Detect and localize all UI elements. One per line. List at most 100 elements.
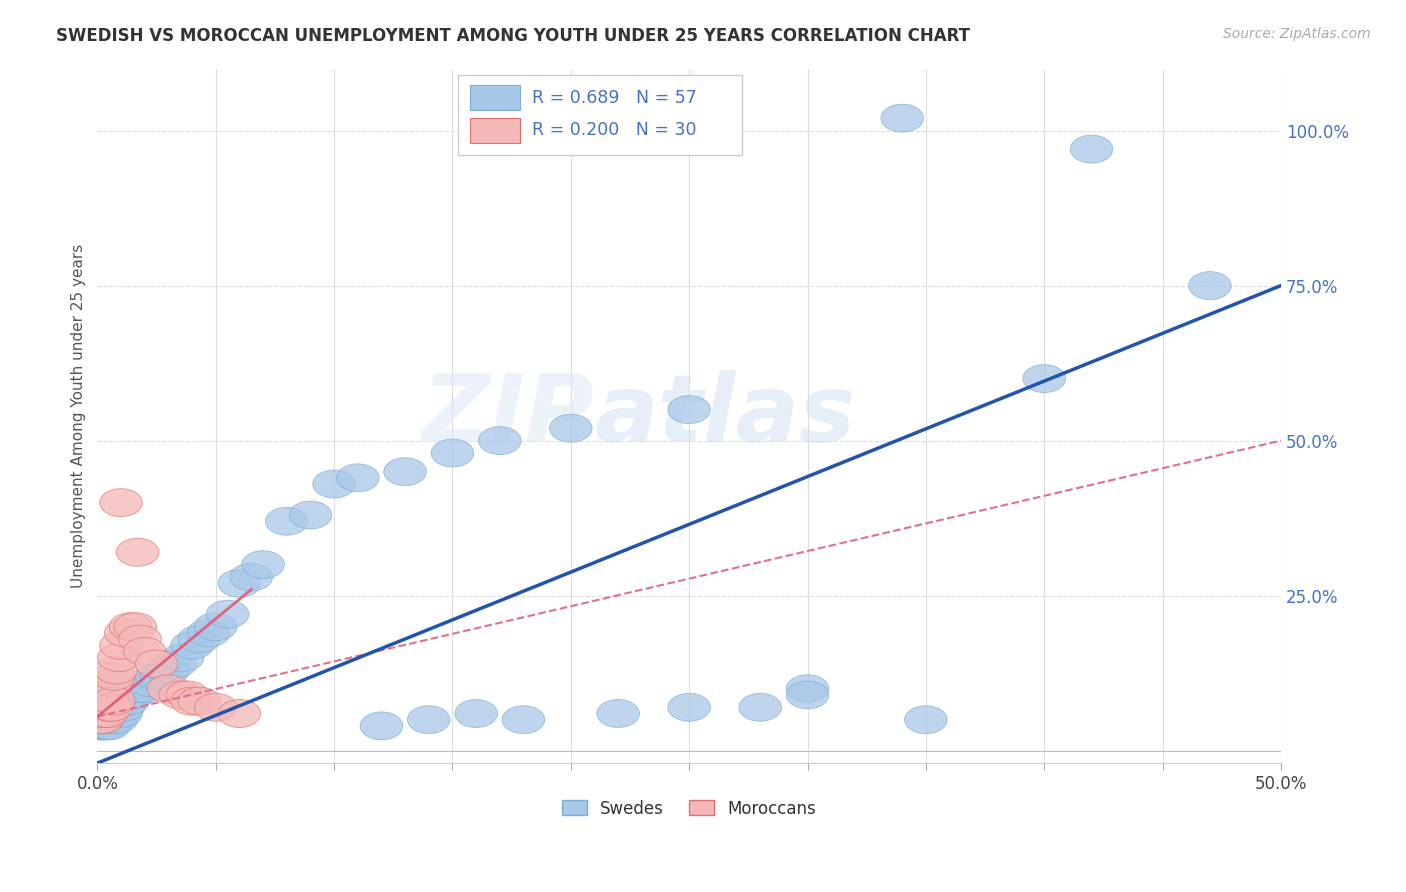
Ellipse shape [86, 681, 128, 709]
Ellipse shape [114, 674, 156, 703]
Ellipse shape [89, 674, 131, 703]
Ellipse shape [668, 396, 710, 424]
Ellipse shape [207, 600, 249, 628]
Ellipse shape [187, 619, 231, 647]
Ellipse shape [110, 613, 152, 640]
Ellipse shape [83, 712, 125, 739]
Ellipse shape [170, 632, 214, 659]
Ellipse shape [83, 699, 125, 728]
Ellipse shape [159, 681, 201, 709]
Ellipse shape [882, 104, 924, 132]
Ellipse shape [103, 693, 145, 722]
Ellipse shape [100, 687, 142, 715]
Ellipse shape [148, 657, 190, 684]
Ellipse shape [100, 489, 142, 516]
Ellipse shape [79, 712, 121, 739]
Ellipse shape [148, 674, 190, 703]
Ellipse shape [118, 625, 162, 653]
Ellipse shape [1188, 272, 1232, 300]
Ellipse shape [166, 681, 208, 709]
Ellipse shape [117, 538, 159, 566]
Ellipse shape [96, 706, 138, 734]
Text: atlas: atlas [595, 370, 856, 462]
Ellipse shape [312, 470, 356, 498]
Ellipse shape [290, 501, 332, 529]
Ellipse shape [786, 681, 828, 709]
Ellipse shape [90, 668, 132, 697]
Ellipse shape [218, 569, 260, 598]
Ellipse shape [90, 706, 132, 734]
Ellipse shape [80, 706, 124, 734]
Ellipse shape [502, 706, 544, 734]
Ellipse shape [740, 693, 782, 722]
Ellipse shape [79, 706, 121, 734]
Ellipse shape [596, 699, 640, 728]
Ellipse shape [1024, 365, 1066, 392]
Ellipse shape [135, 663, 177, 690]
Ellipse shape [408, 706, 450, 734]
Ellipse shape [93, 663, 135, 690]
Ellipse shape [110, 681, 152, 709]
Ellipse shape [79, 699, 121, 728]
Text: R = 0.200   N = 30: R = 0.200 N = 30 [531, 121, 696, 139]
Ellipse shape [124, 674, 166, 703]
Ellipse shape [89, 712, 131, 739]
Ellipse shape [80, 699, 124, 728]
Ellipse shape [231, 563, 273, 591]
Ellipse shape [100, 699, 142, 728]
Ellipse shape [141, 663, 183, 690]
Text: Source: ZipAtlas.com: Source: ZipAtlas.com [1223, 27, 1371, 41]
Ellipse shape [104, 619, 148, 647]
Ellipse shape [93, 693, 135, 722]
Ellipse shape [432, 439, 474, 467]
Ellipse shape [155, 650, 197, 678]
Ellipse shape [194, 613, 238, 640]
Ellipse shape [170, 687, 214, 715]
Ellipse shape [786, 674, 828, 703]
Ellipse shape [86, 699, 128, 728]
Ellipse shape [384, 458, 426, 485]
Ellipse shape [96, 693, 138, 722]
Ellipse shape [1070, 136, 1114, 163]
Ellipse shape [83, 706, 125, 734]
Ellipse shape [93, 687, 135, 715]
Ellipse shape [83, 699, 125, 728]
Ellipse shape [266, 508, 308, 535]
Ellipse shape [96, 657, 138, 684]
Ellipse shape [100, 632, 142, 659]
Ellipse shape [89, 706, 131, 734]
Ellipse shape [89, 693, 131, 722]
Ellipse shape [97, 644, 141, 672]
Ellipse shape [90, 693, 132, 722]
Ellipse shape [80, 693, 124, 722]
Ellipse shape [89, 693, 131, 722]
Ellipse shape [360, 712, 402, 739]
Y-axis label: Unemployment Among Youth under 25 years: Unemployment Among Youth under 25 years [72, 244, 86, 588]
Ellipse shape [177, 687, 221, 715]
Ellipse shape [86, 706, 128, 734]
Ellipse shape [478, 426, 522, 455]
Ellipse shape [111, 681, 155, 709]
Ellipse shape [118, 674, 162, 703]
FancyBboxPatch shape [470, 118, 520, 143]
Ellipse shape [550, 414, 592, 442]
Text: R = 0.689   N = 57: R = 0.689 N = 57 [531, 88, 696, 107]
Ellipse shape [128, 668, 170, 697]
Ellipse shape [83, 687, 125, 715]
Ellipse shape [79, 706, 121, 734]
Ellipse shape [104, 687, 148, 715]
Ellipse shape [242, 550, 284, 579]
FancyBboxPatch shape [458, 76, 742, 155]
Ellipse shape [80, 706, 124, 734]
Legend: Swedes, Moroccans: Swedes, Moroccans [555, 793, 823, 824]
Ellipse shape [668, 693, 710, 722]
Ellipse shape [162, 644, 204, 672]
Ellipse shape [336, 464, 380, 491]
Ellipse shape [86, 699, 128, 728]
Ellipse shape [454, 699, 498, 728]
Ellipse shape [114, 613, 156, 640]
Ellipse shape [97, 699, 141, 728]
Text: ZIP: ZIP [422, 370, 595, 462]
Ellipse shape [80, 712, 124, 739]
Ellipse shape [93, 706, 135, 734]
